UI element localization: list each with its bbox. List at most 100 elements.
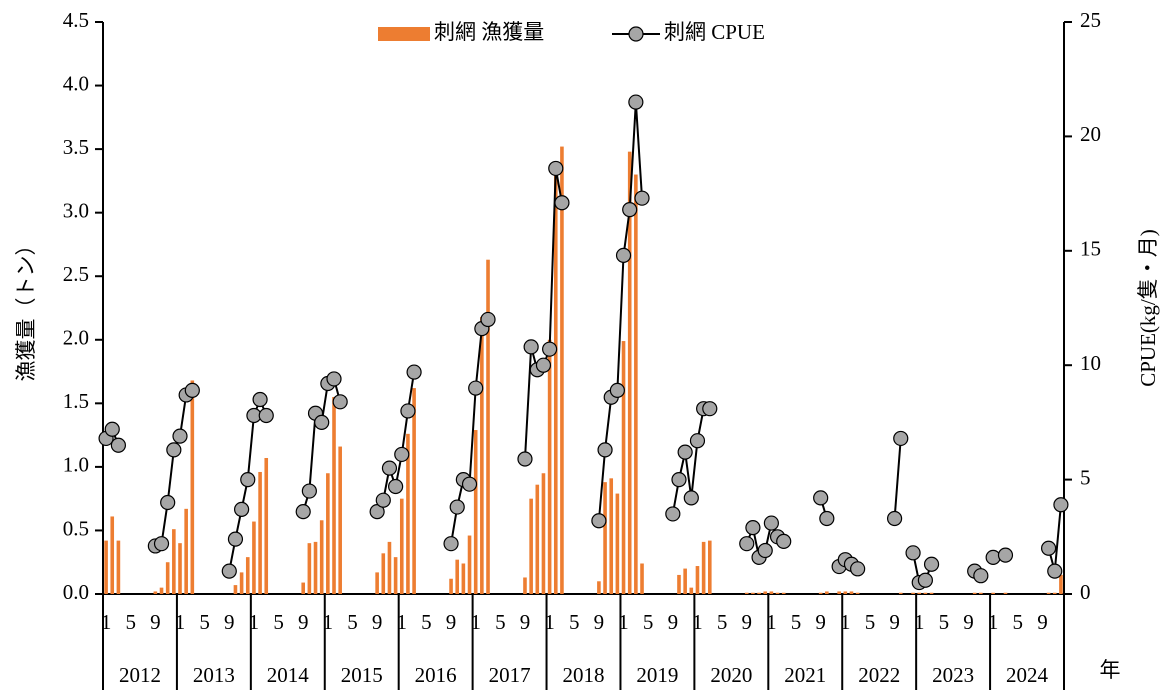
year-label: 2020 (710, 663, 752, 687)
bar (412, 388, 416, 594)
cpue-marker (597, 442, 613, 458)
cpue-line (105, 102, 1062, 584)
cpue-marker (153, 536, 170, 552)
cpue-marker (739, 536, 755, 552)
x-tick-label: 5 (569, 610, 580, 634)
x-tick-label: 9 (815, 610, 826, 634)
x-tick-label: 9 (594, 610, 605, 634)
bar (757, 592, 761, 594)
y2-axis-label: CPUE(kg/隻・月) (1136, 229, 1160, 387)
cpue-marker (757, 542, 773, 559)
bar (264, 457, 269, 594)
bar (621, 341, 626, 594)
bar (917, 592, 922, 594)
bar (307, 543, 312, 594)
bar (763, 591, 768, 594)
cpue-marker (468, 380, 484, 396)
x-tick-label: 9 (224, 610, 235, 634)
cpue-marker (227, 531, 244, 547)
cpue-marker (548, 160, 564, 177)
cpue-marker (973, 568, 989, 584)
x-tick-label: 1 (101, 610, 112, 634)
x-tick-label: 1 (249, 610, 260, 634)
year-label: 2017 (489, 663, 531, 687)
bar (313, 541, 318, 594)
year-label: 2013 (193, 663, 235, 687)
x-tick-label: 5 (273, 610, 284, 634)
year-label: 2018 (563, 663, 605, 687)
bar (1059, 574, 1063, 594)
cpue-marker (295, 504, 311, 520)
cpue-marker (523, 339, 539, 355)
bar (523, 577, 527, 594)
cpue-marker (449, 499, 465, 515)
bar (1003, 592, 1008, 594)
bar (701, 541, 706, 594)
year-label: 2014 (267, 663, 310, 687)
bar (159, 587, 164, 594)
y-tick-label: 2.0 (63, 326, 89, 350)
bar (683, 568, 687, 594)
x-tick-label: 5 (199, 610, 210, 634)
x-tick-label: 5 (125, 610, 136, 634)
cpue-marker (622, 202, 638, 218)
bar (609, 478, 614, 594)
y-tick-label: 4.5 (63, 8, 89, 32)
bar (615, 493, 620, 594)
cpue-marker (252, 391, 268, 408)
bar (1052, 592, 1057, 594)
x-tick-label: 1 (175, 610, 186, 634)
y2-tick-label: 10 (1080, 351, 1101, 375)
x-tick-label: 9 (1037, 610, 1048, 634)
x-tick-label: 9 (668, 610, 679, 634)
bar (461, 563, 466, 594)
cpue-marker (683, 490, 699, 506)
bar (190, 380, 195, 594)
bar (744, 592, 749, 594)
year-label: 2015 (341, 663, 383, 687)
bar (406, 433, 410, 594)
cpue-marker (332, 394, 348, 410)
x-tick-label: 1 (988, 610, 999, 634)
cpue-marker (745, 520, 761, 536)
cpue-marker (314, 414, 330, 430)
bar (233, 585, 238, 594)
x-tick-label: 5 (347, 610, 358, 634)
bar (393, 557, 398, 594)
cpue-marker (665, 506, 681, 522)
bar (553, 174, 558, 595)
y-tick-label: 3.5 (63, 135, 89, 159)
bar (332, 396, 336, 594)
cpue-marker (381, 460, 398, 476)
cpue-marker (400, 403, 416, 419)
x-tick-label: 5 (717, 610, 728, 634)
year-label: 2023 (932, 663, 974, 687)
legend-marker (628, 26, 644, 42)
year-label: 2016 (415, 663, 457, 687)
bar (455, 559, 460, 594)
y-axis-label: 漁獲量（トン） (14, 235, 38, 382)
bar (597, 581, 601, 594)
cpue-marker (689, 433, 706, 449)
bar (1046, 592, 1051, 594)
cpue-marker (542, 341, 558, 357)
bar (818, 592, 823, 594)
bar (239, 572, 244, 594)
x-tick-label: 1 (840, 610, 851, 634)
y2-tick-label: 0 (1080, 580, 1091, 604)
cpue-marker (1040, 540, 1057, 556)
bar (707, 540, 712, 594)
cpue-marker (166, 442, 182, 458)
cpue-marker (480, 311, 496, 328)
bar (855, 592, 860, 594)
x-axis-label: 年 (1100, 658, 1121, 682)
x-tick-label: 1 (692, 610, 703, 634)
cpue-marker (893, 430, 909, 447)
cpue-marker (819, 510, 835, 527)
x-tick-label: 9 (963, 610, 974, 634)
cpue-marker (301, 483, 317, 499)
y-tick-label: 1.5 (63, 389, 89, 413)
bar (979, 592, 983, 594)
bar (381, 553, 386, 594)
